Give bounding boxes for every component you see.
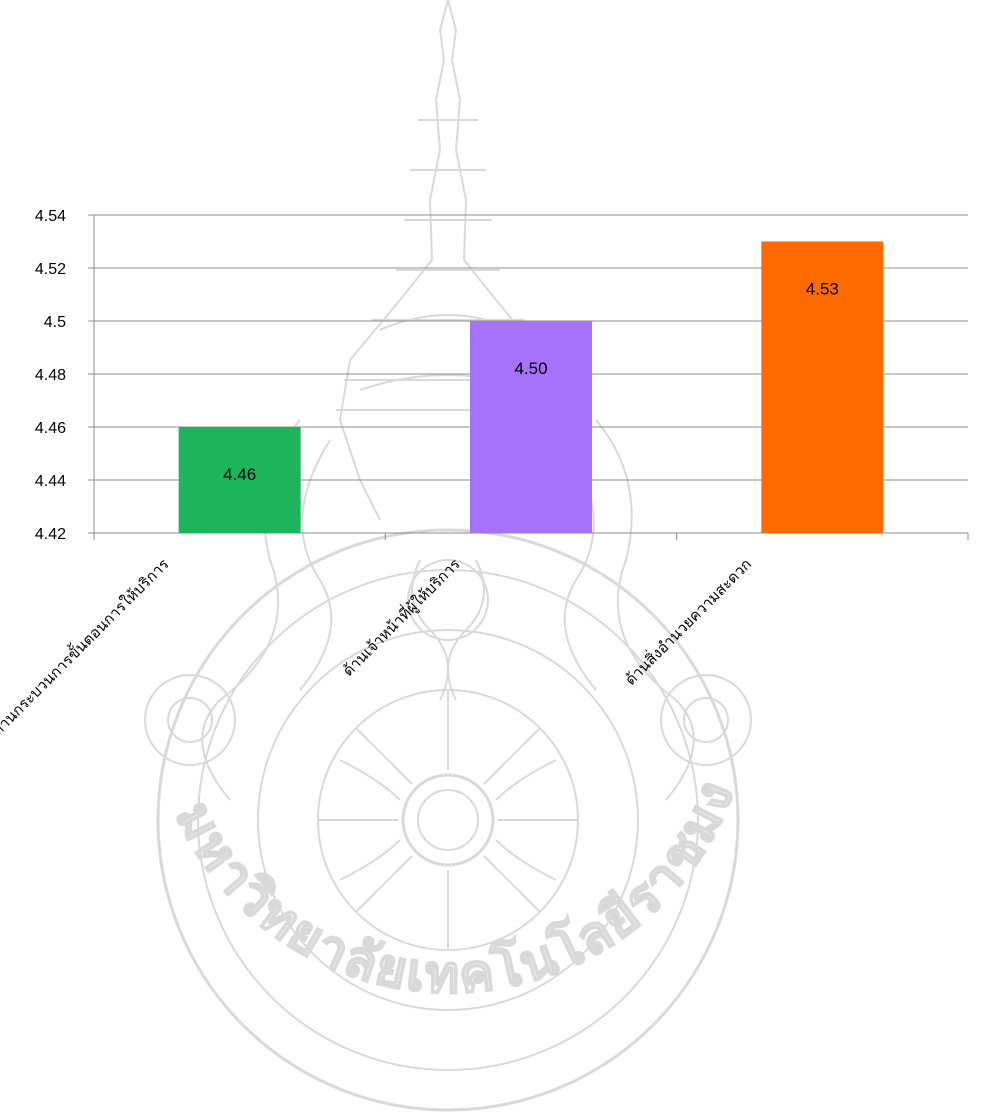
y-tick-label: 4.5	[44, 314, 66, 331]
bar	[178, 427, 301, 533]
y-tick-label: 4.54	[35, 208, 66, 225]
category-label: ด้านกระบวนการขั้นตอนการให้บริการ	[0, 554, 172, 740]
y-tick-label: 4.44	[35, 473, 66, 490]
y-tick-label: 4.48	[35, 367, 66, 384]
category-label: ด้านเจ้าหน้าที่ผู้ให้บริการ	[338, 554, 464, 680]
bar	[470, 321, 592, 533]
cropped-title-fragment	[352, 18, 358, 28]
y-tick-label: 4.42	[35, 526, 66, 543]
category-label: ด้านสิ่งอำนวยความสะดวก	[620, 554, 755, 689]
data-label: 4.46	[223, 465, 256, 484]
data-label: 4.53	[806, 280, 839, 299]
data-label: 4.50	[514, 359, 547, 378]
bar	[761, 241, 884, 533]
y-tick-label: 4.46	[35, 420, 66, 437]
y-tick-label: 4.52	[35, 261, 66, 278]
